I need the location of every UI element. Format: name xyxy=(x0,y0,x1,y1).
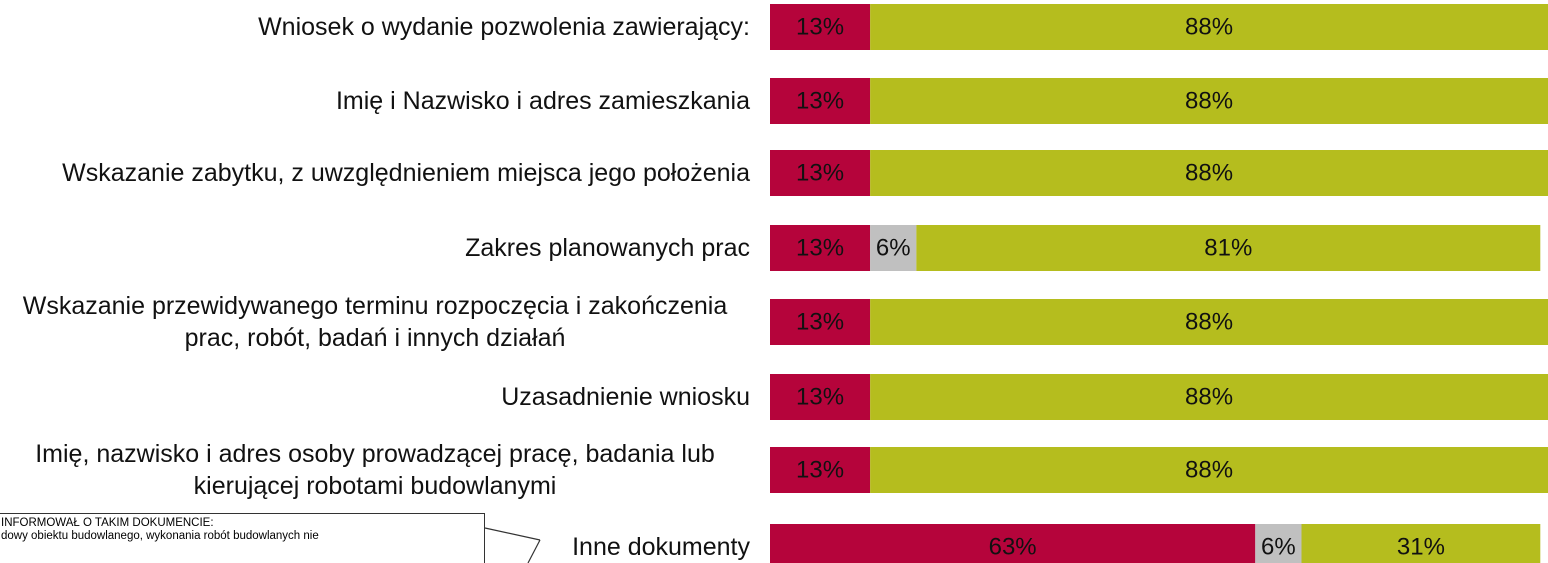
bar-segment xyxy=(870,225,917,271)
value-label: 13% xyxy=(796,13,844,40)
annotation-box: INFORMOWAŁ O TAKIM DOKUMENCIE: dowy obie… xyxy=(0,513,485,563)
value-label: 13% xyxy=(796,159,844,186)
category-label-box: Imię, nazwisko i adres osoby prowadzącej… xyxy=(0,438,750,502)
bar-segment xyxy=(870,374,1548,420)
bar-segment xyxy=(870,299,1548,345)
value-label: 63% xyxy=(989,533,1037,560)
bar-segment xyxy=(1255,524,1302,563)
bar-segment xyxy=(770,374,871,420)
bar-segment xyxy=(870,4,1548,50)
value-label: 13% xyxy=(796,87,844,114)
bar-segment xyxy=(870,150,1548,196)
category-label: Imię, nazwisko i adres osoby prowadzącej… xyxy=(35,440,715,500)
value-label: 13% xyxy=(796,456,844,483)
bar-segment xyxy=(870,447,1548,493)
category-label-box: Inne dokumenty xyxy=(572,531,750,563)
annotation: INFORMOWAŁ O TAKIM DOKUMENCIE: xyxy=(1,517,214,529)
value-label: 88% xyxy=(1185,159,1233,186)
value-label: 13% xyxy=(796,308,844,335)
bar-segment xyxy=(770,447,871,493)
bar-segment xyxy=(916,225,1541,271)
value-label: 88% xyxy=(1185,456,1233,483)
value-label: 6% xyxy=(876,234,911,261)
category-label-box: Wskazanie przewidywanego terminu rozpocz… xyxy=(0,290,750,354)
bar-segment xyxy=(1301,524,1541,563)
bar-segment xyxy=(770,225,871,271)
category-label: Wskazanie zabytku, z uwzględnieniem miej… xyxy=(62,159,750,187)
value-label: 81% xyxy=(1204,234,1252,261)
value-label: 13% xyxy=(796,383,844,410)
category-label: Wskazanie przewidywanego terminu rozpocz… xyxy=(22,292,728,352)
category-label: Imię i Nazwisko i adres zamieszkania xyxy=(335,87,750,115)
category-label: Wniosek o wydanie pozwolenia zawierający… xyxy=(258,13,750,41)
category-label-box: Wskazanie zabytku, z uwzględnieniem miej… xyxy=(62,157,750,189)
connector xyxy=(484,527,541,541)
connector xyxy=(527,539,541,563)
value-label: 13% xyxy=(796,234,844,261)
category-label-box: Imię i Nazwisko i adres zamieszkania xyxy=(336,85,750,117)
value-label: 88% xyxy=(1185,13,1233,40)
category-label-box: Zakres planowanych prac xyxy=(465,232,750,264)
value-label: 88% xyxy=(1185,308,1233,335)
value-label: 31% xyxy=(1397,533,1445,560)
bar-segment xyxy=(770,150,871,196)
category-label-box: Uzasadnienie wniosku xyxy=(501,381,750,413)
category-label: Uzasadnienie wniosku xyxy=(501,383,750,411)
bar-segment xyxy=(870,78,1548,124)
value-label: 88% xyxy=(1185,383,1233,410)
category-label-box: Wniosek o wydanie pozwolenia zawierający… xyxy=(258,11,750,43)
value-label: 6% xyxy=(1261,533,1296,560)
annotation: dowy obiektu budowlanego, wykonania robó… xyxy=(1,530,319,542)
bar-segment xyxy=(770,524,1256,563)
value-label: 88% xyxy=(1185,87,1233,114)
category-label: Zakres planowanych prac xyxy=(465,234,750,262)
bar-segment xyxy=(770,78,871,124)
category-label: Inne dokumenty xyxy=(572,533,750,561)
bar-segment xyxy=(770,4,871,50)
bar-segment xyxy=(770,299,871,345)
